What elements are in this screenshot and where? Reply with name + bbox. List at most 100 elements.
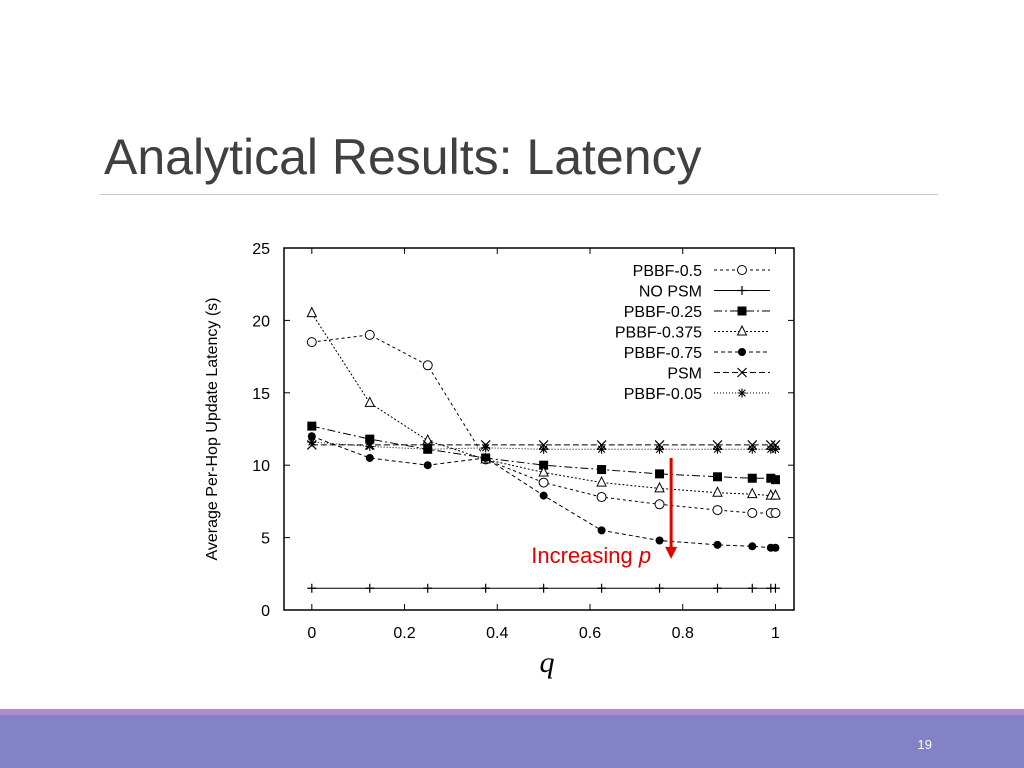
- marker-square-filled: [539, 460, 549, 470]
- marker-plus: [365, 583, 375, 593]
- marker-triangle-open: [736, 324, 748, 336]
- marker-triangle-open: [712, 486, 723, 497]
- marker-circle-open: [596, 492, 607, 503]
- annotation-text-main: Increasing: [531, 543, 639, 568]
- y-tick-label: 15: [252, 386, 270, 403]
- series-line: [311, 312, 776, 497]
- y-tick-label: 20: [252, 313, 270, 330]
- plot-frame: [283, 247, 795, 611]
- x-tick-label: 1: [771, 625, 780, 642]
- marker-circle-open: [422, 360, 433, 371]
- page-number: 19: [917, 737, 932, 752]
- marker-triangle-open: [746, 487, 758, 499]
- marker-circle-filled: [713, 540, 722, 549]
- marker-plus: [747, 583, 757, 593]
- marker-plus: [423, 583, 433, 593]
- marker-triangle-open: [538, 465, 549, 477]
- marker-star: [655, 444, 665, 454]
- marker-circle-filled: [597, 526, 606, 535]
- series-line: [311, 441, 776, 450]
- marker-circle-filled: [655, 536, 664, 545]
- annotation-text: Increasing p: [531, 543, 651, 568]
- annotation-arrow-head: [665, 546, 678, 559]
- series-no-psm: [307, 583, 780, 593]
- series-pbbf-0-375: [306, 306, 781, 500]
- marker-star: [307, 437, 317, 447]
- marker-square-filled: [307, 421, 317, 431]
- legend-label: PBBF-0.25: [624, 304, 702, 321]
- marker-star: [766, 444, 776, 454]
- marker-circle-open: [770, 507, 781, 518]
- marker-star: [737, 388, 747, 398]
- marker-circle-open: [712, 505, 723, 516]
- marker-square-filled: [766, 473, 776, 483]
- marker-plus: [307, 583, 317, 593]
- marker-star: [365, 441, 375, 451]
- latency-chart: 0 0.2 0.4 0.6 0.8 1 0 5 10 15 20 25 Average Per-Hop …: [190, 230, 810, 680]
- legend-label: PBBF-0.05: [624, 386, 702, 403]
- marker-triangle-open: [306, 306, 318, 318]
- marker-star: [539, 444, 549, 454]
- y-tick-label: 25: [252, 241, 270, 258]
- marker-triangle-open: [654, 481, 665, 493]
- marker-plus: [713, 583, 722, 593]
- marker-plus: [597, 583, 607, 593]
- footer-bar: [0, 715, 1024, 768]
- marker-circle-filled: [481, 453, 490, 462]
- marker-square-filled: [597, 465, 607, 475]
- annotation-text-variable: p: [638, 543, 651, 568]
- marker-plus: [655, 583, 665, 593]
- marker-triangle-open: [596, 475, 607, 487]
- marker-triangle-open: [770, 488, 781, 500]
- y-tick-label: 10: [252, 458, 270, 475]
- marker-triangle-open: [422, 433, 434, 445]
- marker-circle-filled: [365, 453, 374, 462]
- marker-plus: [481, 583, 491, 593]
- y-tick-label: 0: [261, 603, 270, 620]
- marker-circle-filled: [748, 542, 757, 551]
- marker-circle-open: [364, 329, 375, 340]
- marker-star: [747, 444, 757, 454]
- marker-star: [481, 443, 491, 453]
- marker-circle-filled: [539, 491, 548, 500]
- series-pbbf-0-05: [307, 437, 780, 454]
- chart-annotation: Increasing p: [531, 457, 678, 568]
- x-tick-label: 0.2: [393, 625, 415, 642]
- x-tick-label: 0.6: [579, 625, 601, 642]
- x-tick-label: 0.8: [672, 625, 694, 642]
- marker-star: [423, 444, 433, 454]
- x-tick-label: 0: [307, 625, 316, 642]
- footer-accent-stripe: [0, 709, 1024, 715]
- marker-square-filled: [713, 472, 722, 482]
- marker-square-filled: [365, 434, 375, 444]
- marker-star: [597, 444, 607, 454]
- marker-triangle-open: [364, 396, 376, 407]
- x-tick-label: 0.4: [486, 625, 508, 642]
- legend-label: PBBF-0.375: [615, 325, 702, 342]
- x-axis-label: q: [540, 646, 555, 679]
- marker-circle-open: [737, 265, 747, 275]
- y-tick-label: 5: [261, 531, 270, 548]
- marker-square-filled: [655, 469, 665, 479]
- marker-square-filled: [747, 473, 757, 483]
- chart-legend: PBBF-0.5 NO PSM PBBF-0.25 PBBF-0.375 PBBF-0.…: [615, 263, 770, 403]
- marker-star: [713, 444, 722, 454]
- marker-circle-filled: [423, 461, 432, 470]
- marker-circle-open: [654, 499, 665, 510]
- marker-plus: [737, 286, 747, 295]
- legend-label: PBBF-0.5: [633, 263, 702, 280]
- marker-star: [770, 444, 780, 454]
- y-axis-label: Average Per-Hop Update Latency (s): [204, 298, 221, 561]
- marker-circle-filled: [738, 348, 746, 356]
- marker-circle-filled: [771, 543, 780, 552]
- marker-circle-open: [747, 507, 758, 518]
- legend-label: NO PSM: [639, 284, 702, 301]
- marker-circle-filled: [307, 432, 316, 441]
- marker-plus: [770, 583, 780, 593]
- legend-label: PSM: [667, 366, 702, 383]
- marker-circle-open: [306, 337, 317, 348]
- legend-label: PBBF-0.75: [624, 345, 702, 362]
- title-divider: [100, 194, 938, 195]
